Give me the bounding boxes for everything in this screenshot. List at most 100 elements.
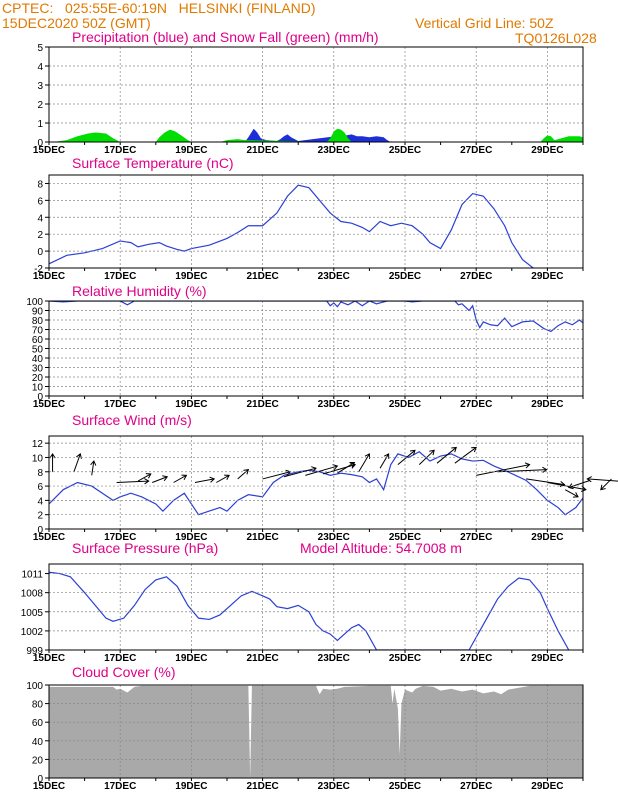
wind-arrow-13 [322, 464, 356, 475]
xtick-label: 23DEC [318, 399, 350, 410]
wind-arrow-head-0 [49, 452, 56, 459]
xtick-label: 15DEC [33, 271, 65, 282]
xtick-label: 15DEC [33, 145, 65, 156]
wind-arrow-7 [194, 478, 215, 483]
wind-arrow-9 [237, 469, 249, 480]
panel-1-plot [49, 184, 534, 268]
xtick-label: 27DEC [460, 399, 492, 410]
xtick-label: 19DEC [175, 271, 207, 282]
panel-frame [48, 435, 584, 530]
xtick-label: 19DEC [175, 145, 207, 156]
wind-arrow-12 [305, 465, 338, 476]
xtick-label: 29DEC [531, 271, 563, 282]
wind-arrow-5 [152, 476, 168, 483]
xtick-label: 27DEC [460, 532, 492, 543]
xtick-label: 21DEC [246, 653, 278, 664]
xtick-label: 15DEC [33, 781, 65, 792]
wind-arrow-4 [137, 473, 152, 482]
wind-arrow-15 [358, 453, 370, 473]
wind-arrow-head-19 [451, 446, 457, 453]
wind-arrow-head-16 [383, 453, 390, 459]
wind-arrow-16 [379, 453, 390, 469]
ytick-label: 8 [37, 468, 43, 479]
panel-2-plot [49, 301, 583, 333]
wind-arrow-19 [436, 447, 457, 464]
panel-title: Precipitation (blue) and Snow Fall (gree… [72, 29, 379, 45]
xtick-label: 27DEC [460, 781, 492, 792]
xtick-label: 17DEC [104, 145, 136, 156]
wind-arrow-head-6 [181, 474, 188, 480]
wind-arrow-head-3 [144, 478, 150, 485]
wind-arrow-head-27 [600, 484, 606, 491]
xtick-label: 29DEC [531, 399, 563, 410]
xtick-label: 27DEC [460, 653, 492, 664]
wind-arrow-1 [73, 453, 81, 472]
header-grid-line: Vertical Grid Line: 50Z [415, 15, 554, 31]
ytick-label: 100 [26, 681, 43, 692]
wind-arrow-28 [587, 478, 618, 482]
wind-arrow-8 [216, 474, 230, 483]
wind-arrow-25 [564, 489, 579, 498]
panel-title: Surface Temperature (nC) [72, 155, 234, 171]
panel-0-plot [52, 128, 583, 142]
panel-frame [48, 684, 584, 779]
ytick-label: 30 [32, 364, 44, 375]
ytick-label: 2 [37, 511, 43, 522]
wind-arrow-head-5 [162, 475, 169, 482]
ytick-label: 0 [37, 247, 43, 258]
wind-arrow-head-28 [586, 476, 592, 483]
wind-arrow-head-7 [209, 476, 216, 483]
wind-arrow-2 [91, 460, 95, 476]
ytick-label: 5 [37, 43, 43, 54]
ytick-label: 4 [37, 496, 43, 507]
ytick-label: 999 [26, 646, 43, 657]
xtick-label: 19DEC [175, 781, 207, 792]
ytick-label: 100 [26, 297, 43, 308]
header-model-code: TQ0126L028 [515, 30, 597, 46]
series-line-4-0 [49, 571, 570, 650]
xtick-label: 19DEC [175, 399, 207, 410]
ytick-label: 60 [32, 335, 44, 346]
xtick-label: 23DEC [318, 781, 350, 792]
wind-arrow-head-4 [145, 473, 152, 479]
wind-arrow-head-14 [349, 461, 356, 468]
wind-arrow-6 [173, 474, 187, 483]
panel-4-plot [49, 571, 570, 650]
panel-title: Relative Humidity (%) [72, 283, 207, 299]
wind-arrow-head-26 [567, 483, 574, 490]
xtick-label: 19DEC [175, 532, 207, 543]
xtick-label: 21DEC [246, 532, 278, 543]
xtick-label: 15DEC [33, 532, 65, 543]
wind-arrow-head-22 [542, 466, 548, 473]
xtick-label: 27DEC [460, 145, 492, 156]
panel-title: Surface Wind (m/s) [72, 412, 192, 428]
xtick-label: 25DEC [389, 271, 421, 282]
xtick-label: 21DEC [246, 145, 278, 156]
wind-arrow-22 [497, 469, 547, 473]
ytick-label: 40 [32, 737, 44, 748]
header-location: CPTEC: 025:55E-60:19N HELSINKI (FINLAND) [2, 0, 316, 16]
ytick-label: 6 [37, 482, 43, 493]
wind-arrow-10 [262, 471, 291, 480]
ytick-label: 80 [32, 700, 44, 711]
wind-arrow-20 [454, 447, 477, 464]
ytick-label: 4 [37, 62, 43, 73]
xtick-label: 17DEC [104, 653, 136, 664]
ytick-label: 12 [32, 439, 44, 450]
xtick-label: 23DEC [318, 145, 350, 156]
series-0-0 [244, 128, 391, 142]
ytick-label: 4 [37, 213, 43, 224]
xtick-label: 23DEC [318, 653, 350, 664]
xtick-label: 17DEC [104, 271, 136, 282]
ytick-label: 70 [32, 326, 44, 337]
ytick-label: 0 [37, 525, 43, 536]
ytick-label: 3 [37, 81, 43, 92]
wind-arrow-head-12 [332, 464, 339, 471]
wind-arrow-head-20 [471, 446, 477, 453]
ytick-label: 80 [32, 316, 44, 327]
wind-arrow-head-11 [311, 466, 317, 473]
xtick-label: 23DEC [318, 271, 350, 282]
ytick-label: 1008 [21, 589, 44, 600]
xtick-label: 15DEC [33, 653, 65, 664]
xtick-label: 17DEC [104, 781, 136, 792]
